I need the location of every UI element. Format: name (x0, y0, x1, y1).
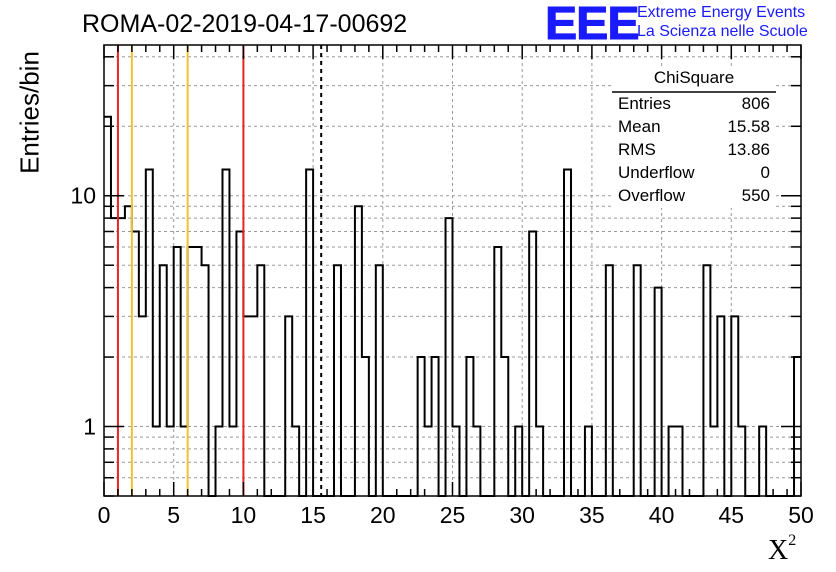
x-tick-label: 0 (98, 502, 111, 528)
logo-line-2: La Scienza nelle Scuole (637, 23, 808, 40)
x-tick-label: 50 (788, 502, 814, 528)
x-tick-label: 45 (719, 502, 745, 528)
chart-title: ROMA-02-2019-04-17-00692 (82, 10, 408, 38)
x-tick-label: 20 (370, 502, 396, 528)
histogram-bin (195, 247, 202, 496)
eee-logo: EEE (544, 0, 640, 49)
histogram-bin (160, 265, 167, 496)
histogram-bin (703, 265, 710, 496)
stats-box (612, 66, 776, 208)
histogram-bin (174, 247, 181, 496)
histogram-bin (104, 117, 111, 496)
histogram-bin (250, 316, 257, 496)
x-tick-label: 5 (167, 502, 180, 528)
x-tick-label: 10 (231, 502, 257, 528)
histogram-bin (188, 247, 195, 496)
histogram-bin (529, 231, 536, 496)
histogram-bin (257, 265, 264, 496)
histogram-bin (606, 265, 613, 496)
histogram-bin (285, 316, 292, 496)
histogram-bin (494, 247, 501, 496)
histogram-bin (202, 265, 209, 496)
x-tick-label: 30 (509, 502, 535, 528)
histogram-bin (243, 316, 250, 496)
y-tick-label: 10 (70, 183, 96, 209)
stats-box-title: ChiSquare (653, 68, 735, 87)
histogram-bin (376, 265, 383, 496)
histogram-bin (717, 316, 724, 496)
y-tick-label: 1 (83, 414, 96, 440)
histogram-bin (655, 288, 662, 496)
x-axis-label: X2 (768, 531, 797, 566)
histogram-bin (139, 316, 146, 496)
histogram-bin (334, 265, 341, 496)
x-tick-label: 15 (300, 502, 326, 528)
histogram-bin (731, 316, 738, 496)
histogram-bin (634, 265, 641, 496)
x-tick-label: 25 (440, 502, 466, 528)
histogram-bin (125, 206, 132, 496)
histogram-bin (236, 231, 243, 496)
histogram-bin (132, 231, 139, 496)
logo-line-1: Extreme Energy Events (637, 4, 806, 21)
x-tick-label: 40 (649, 502, 675, 528)
x-tick-label: 35 (579, 502, 605, 528)
histogram-bin (355, 206, 362, 496)
